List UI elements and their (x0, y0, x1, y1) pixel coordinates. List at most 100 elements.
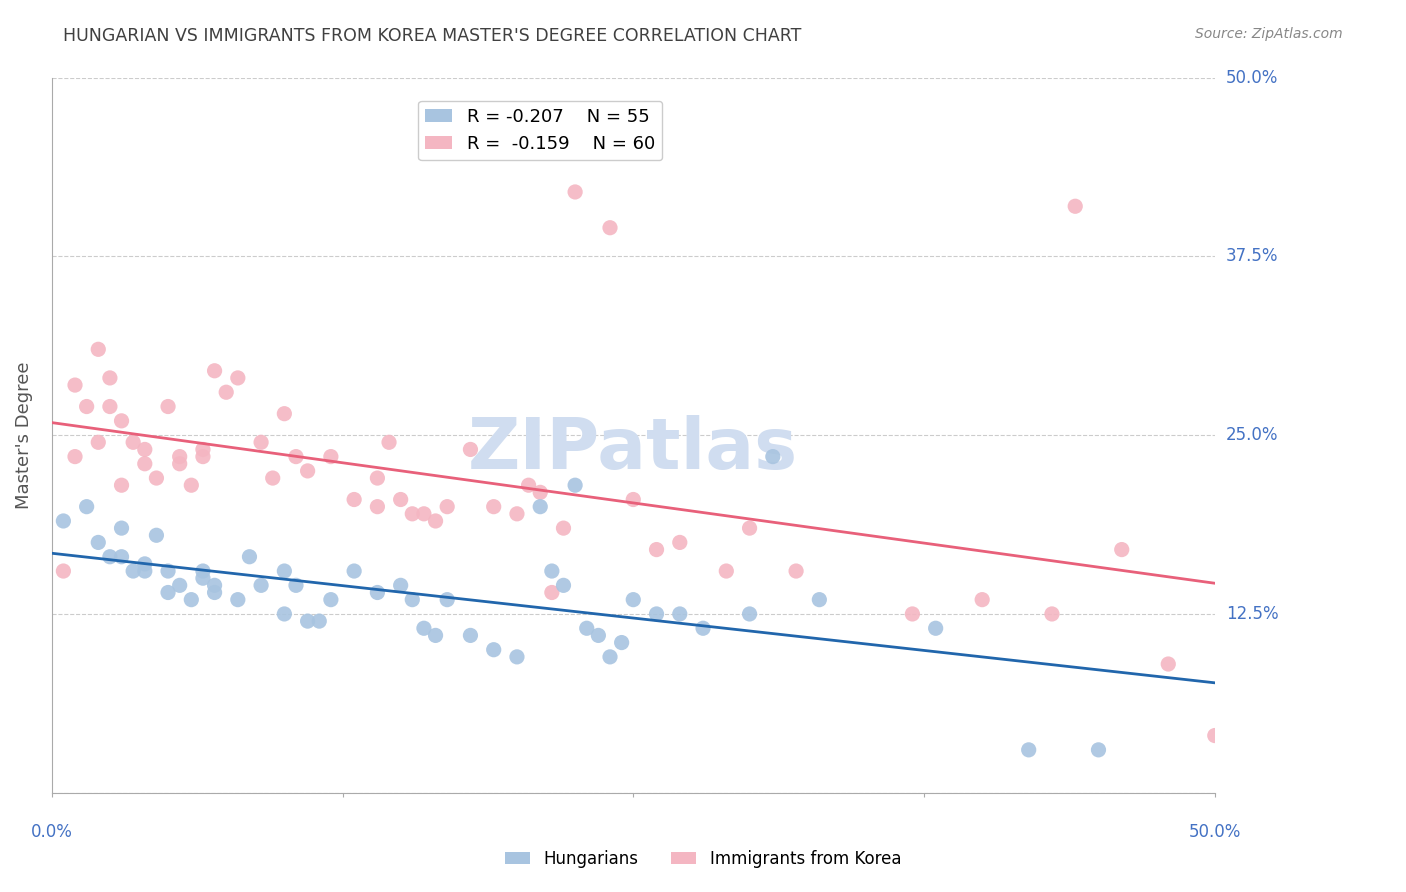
Point (250, 578, 273, 592)
Point (98, 371, 121, 385)
Point (1111, 542, 1133, 557)
Point (273, 607, 295, 621)
Point (204, 578, 226, 592)
Point (645, 607, 668, 621)
Point (588, 628, 610, 642)
Point (262, 471, 284, 485)
Point (599, 649, 621, 664)
Point (1040, 607, 1063, 621)
Point (599, 220, 621, 235)
Point (98, 400, 121, 414)
Point (76, 400, 98, 414)
Point (610, 635, 633, 649)
Point (482, 500, 505, 514)
Point (52, 514, 75, 528)
Point (122, 435, 145, 450)
Point (506, 507, 529, 521)
Point (716, 564, 738, 578)
Point (110, 549, 132, 564)
Point (226, 371, 249, 385)
Point (308, 614, 330, 628)
Point (273, 564, 295, 578)
Text: 25.0%: 25.0% (1226, 426, 1278, 444)
Point (52, 564, 75, 578)
Point (553, 578, 575, 592)
Point (738, 521, 761, 535)
Point (425, 628, 447, 642)
Point (87, 343, 110, 357)
Point (901, 607, 924, 621)
Point (460, 442, 482, 457)
Point (1018, 743, 1040, 757)
Point (366, 585, 388, 599)
Y-axis label: Master's Degree: Master's Degree (15, 361, 32, 509)
Point (191, 450, 214, 464)
Point (98, 549, 121, 564)
Point (157, 400, 180, 414)
Text: 50.0%: 50.0% (1226, 69, 1278, 87)
Point (63, 450, 86, 464)
Point (273, 407, 295, 421)
Text: ZIPatlas: ZIPatlas (468, 415, 799, 484)
Point (692, 621, 714, 635)
Point (191, 571, 214, 585)
Point (924, 621, 946, 635)
Point (564, 478, 586, 492)
Point (110, 521, 132, 535)
Point (1204, 729, 1226, 743)
Point (297, 464, 319, 478)
Point (738, 607, 761, 621)
Point (238, 549, 260, 564)
Point (1064, 199, 1087, 213)
Text: HUNGARIAN VS IMMIGRANTS FROM KOREA MASTER'S DEGREE CORRELATION CHART: HUNGARIAN VS IMMIGRANTS FROM KOREA MASTE… (63, 27, 801, 45)
Point (285, 578, 308, 592)
Point (134, 564, 156, 578)
Point (389, 492, 412, 507)
Point (122, 564, 145, 578)
Point (413, 621, 436, 635)
Point (517, 478, 540, 492)
Point (436, 592, 458, 607)
Point (413, 507, 436, 521)
Point (668, 607, 690, 621)
Point (621, 492, 644, 507)
Point (134, 557, 156, 571)
Point (460, 628, 482, 642)
Point (621, 592, 644, 607)
Text: 50.0%: 50.0% (1188, 823, 1241, 841)
Point (145, 471, 167, 485)
Point (285, 450, 308, 464)
Point (553, 521, 575, 535)
Point (1157, 657, 1180, 671)
Point (226, 592, 249, 607)
Point (180, 478, 202, 492)
Point (436, 500, 458, 514)
Point (204, 364, 226, 378)
Legend: Hungarians, Immigrants from Korea: Hungarians, Immigrants from Korea (498, 844, 908, 875)
Legend: R = -0.207    N = 55, R =  -0.159    N = 60: R = -0.207 N = 55, R = -0.159 N = 60 (418, 101, 662, 161)
Point (401, 592, 423, 607)
Point (180, 592, 202, 607)
Point (378, 435, 401, 450)
Point (972, 592, 994, 607)
Point (762, 450, 785, 464)
Point (506, 649, 529, 664)
Point (169, 578, 191, 592)
Point (110, 414, 132, 428)
Point (564, 185, 586, 199)
Point (808, 592, 831, 607)
Point (1087, 743, 1109, 757)
Point (343, 564, 366, 578)
Point (134, 457, 156, 471)
Point (319, 592, 342, 607)
Point (169, 450, 191, 464)
Point (319, 450, 342, 464)
Point (366, 500, 388, 514)
Point (157, 585, 180, 599)
Point (389, 578, 412, 592)
Point (343, 492, 366, 507)
Point (785, 564, 807, 578)
Point (204, 585, 226, 599)
Point (575, 621, 598, 635)
Point (366, 471, 388, 485)
